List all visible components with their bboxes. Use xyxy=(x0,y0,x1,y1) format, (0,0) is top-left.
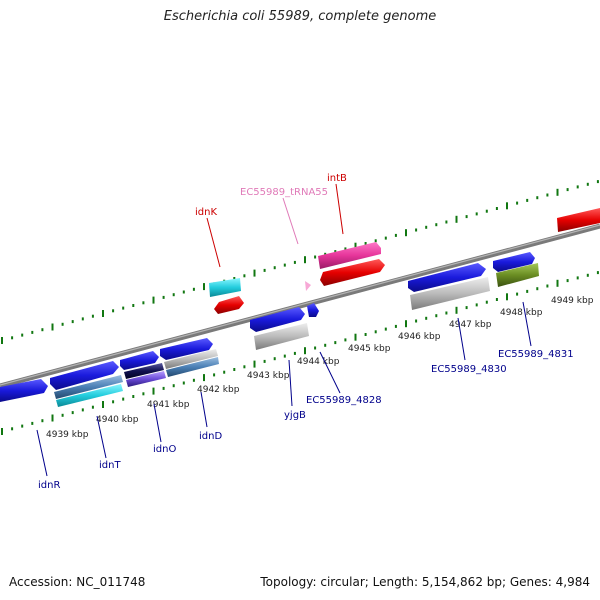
tick-label: 4939 kbp xyxy=(46,430,89,440)
gene-idnT[interactable] xyxy=(50,361,119,390)
tick-label: 4944 kbp xyxy=(297,357,340,367)
gene-EC55989_4828[interactable] xyxy=(307,303,319,317)
label-tRNA55[interactable]: EC55989_tRNA55 xyxy=(240,187,328,198)
gene-features xyxy=(0,208,600,407)
cog-idnO xyxy=(124,363,164,379)
tick-label: 4948 kbp xyxy=(500,308,543,318)
tick-label: 4946 kbp xyxy=(398,332,441,342)
gene-intB[interactable] xyxy=(318,242,381,269)
leader-idnD xyxy=(200,391,208,428)
label-EC55989_4828[interactable]: EC55989_4828 xyxy=(306,395,382,406)
leader-EC55989_4830 xyxy=(457,317,466,361)
tick-ruler-lower xyxy=(1,271,599,435)
cog-EC55989_4831 xyxy=(496,263,539,287)
gene-labels: idnR idnT idnO idnD yjgB EC55989_4828 EC… xyxy=(38,173,574,491)
leader-idnT xyxy=(96,415,107,459)
cog-idnD xyxy=(164,349,218,369)
tick-label: 4940 kbp xyxy=(96,415,139,425)
label-idnO[interactable]: idnO xyxy=(153,444,176,455)
cog-idnK xyxy=(214,296,244,314)
tick-labels: 4939 kbp 4940 kbp 4941 kbp 4942 kbp 4943… xyxy=(46,296,594,440)
leader-EC55989_4828 xyxy=(319,351,341,394)
label-idnR[interactable]: idnR xyxy=(38,480,60,491)
gene-right-red[interactable] xyxy=(557,208,600,232)
tick-label: 4949 kbp xyxy=(551,296,594,306)
cog-idnO-purple xyxy=(126,371,166,387)
label-EC55989_4831[interactable]: EC55989_4831 xyxy=(498,349,574,360)
label-idnT[interactable]: idnT xyxy=(99,460,121,471)
genome-backbone-highlight xyxy=(0,224,600,386)
label-idnK[interactable]: idnK xyxy=(195,207,217,218)
label-intB[interactable]: intB xyxy=(327,173,347,184)
cog-idnT xyxy=(54,375,123,399)
tick-label: 4943 kbp xyxy=(247,371,290,381)
gene-idnR[interactable] xyxy=(0,379,48,402)
gene-idnO[interactable] xyxy=(120,351,159,370)
leader-EC55989_4831 xyxy=(522,301,532,347)
genome-backbone xyxy=(0,223,600,389)
gene-yjgB[interactable] xyxy=(250,307,305,332)
label-EC55989_4830[interactable]: EC55989_4830 xyxy=(431,364,507,375)
map-title: Escherichia coli 55989, complete genome xyxy=(163,9,437,24)
tick-label: 4941 kbp xyxy=(147,400,190,410)
label-yjgB[interactable]: yjgB xyxy=(284,410,306,421)
gene-idnD[interactable] xyxy=(160,338,213,360)
tick-label: 4942 kbp xyxy=(197,385,240,395)
leader-idnK xyxy=(206,217,221,268)
cog-EC55989_4830 xyxy=(410,277,490,310)
leader-intB xyxy=(335,183,344,235)
gene-EC55989_4830[interactable] xyxy=(408,263,486,292)
leader-idnO xyxy=(153,403,162,443)
label-leaders xyxy=(36,183,532,477)
cog-intB xyxy=(320,259,385,286)
cog-yjgB xyxy=(254,323,309,350)
label-idnD[interactable]: idnD xyxy=(199,431,222,442)
gene-tRNA55[interactable] xyxy=(305,281,311,291)
gene-EC55989_4831[interactable] xyxy=(493,252,535,272)
accession-text: Accession: NC_011748 xyxy=(9,575,146,589)
leader-tRNA55 xyxy=(282,197,299,245)
leader-yjgB xyxy=(288,359,293,407)
cog-idnD-steel xyxy=(166,357,219,377)
tick-label: 4947 kbp xyxy=(449,320,492,330)
gene-idnK[interactable] xyxy=(209,278,241,297)
tick-label: 4945 kbp xyxy=(348,344,391,354)
topology-text: Topology: circular; Length: 5,154,862 bp… xyxy=(260,575,590,589)
tick-ruler-upper xyxy=(1,180,599,344)
leader-idnR xyxy=(36,429,48,477)
cog-idnT-cyan xyxy=(56,384,123,407)
